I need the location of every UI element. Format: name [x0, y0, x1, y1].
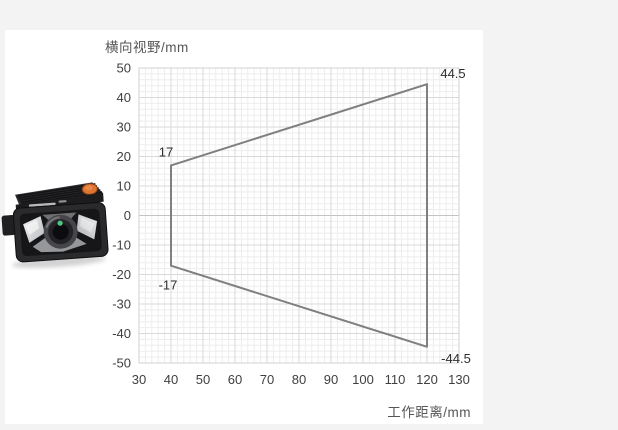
x-tick-label: 90 [324, 372, 338, 387]
y-tick-label: 0 [124, 208, 131, 223]
data-label: 17 [159, 144, 173, 159]
device-image [1, 182, 109, 268]
y-axis-title: 横向视野/mm [105, 40, 189, 55]
x-tick-label: 110 [385, 372, 406, 387]
y-tick-label: 30 [117, 120, 131, 135]
data-label: -44.5 [441, 351, 471, 366]
device-aimer-glint [57, 220, 63, 226]
device-lens-inner [52, 223, 69, 240]
x-axis-title: 工作距离/mm [387, 405, 471, 420]
device-lens-ring-highlight [45, 216, 60, 229]
fov-chart: 30 40 50 60 70 80 90 100 110 120 13050403020100-10… [112, 61, 471, 388]
x-tick-label: 30 [132, 372, 146, 387]
x-tick-label: 50 [196, 372, 210, 387]
y-tick-label: -30 [112, 297, 131, 312]
x-tick-label: 40 [164, 372, 178, 387]
data-label: -17 [159, 278, 178, 293]
device-side-connector [1, 215, 16, 236]
y-tick-label: -20 [112, 267, 131, 282]
plot-border [138, 67, 460, 364]
device-brand-text [28, 202, 56, 207]
y-tick-label: -40 [112, 326, 131, 341]
x-tick-label: 80 [292, 372, 306, 387]
device-shadow [11, 255, 106, 268]
y-tick-label: -50 [112, 356, 131, 371]
device-trigger-highlight [84, 185, 93, 191]
x-tick-label: 70 [260, 372, 274, 387]
series-field-of-view-envelope [170, 83, 428, 348]
x-tick-label: 60 [228, 372, 242, 387]
device-brand-text-2 [58, 200, 67, 203]
x-tick-label: 100 [352, 372, 374, 387]
x-tick-label: 130 [448, 372, 470, 387]
y-tick-label: 50 [117, 61, 131, 76]
y-tick-label: -10 [112, 238, 131, 253]
y-tick-label: 20 [117, 149, 131, 164]
y-tick-label: 10 [117, 179, 131, 194]
data-label: 44.5 [440, 66, 465, 81]
y-tick-label: 40 [117, 90, 131, 105]
x-tick-label: 120 [416, 372, 438, 387]
